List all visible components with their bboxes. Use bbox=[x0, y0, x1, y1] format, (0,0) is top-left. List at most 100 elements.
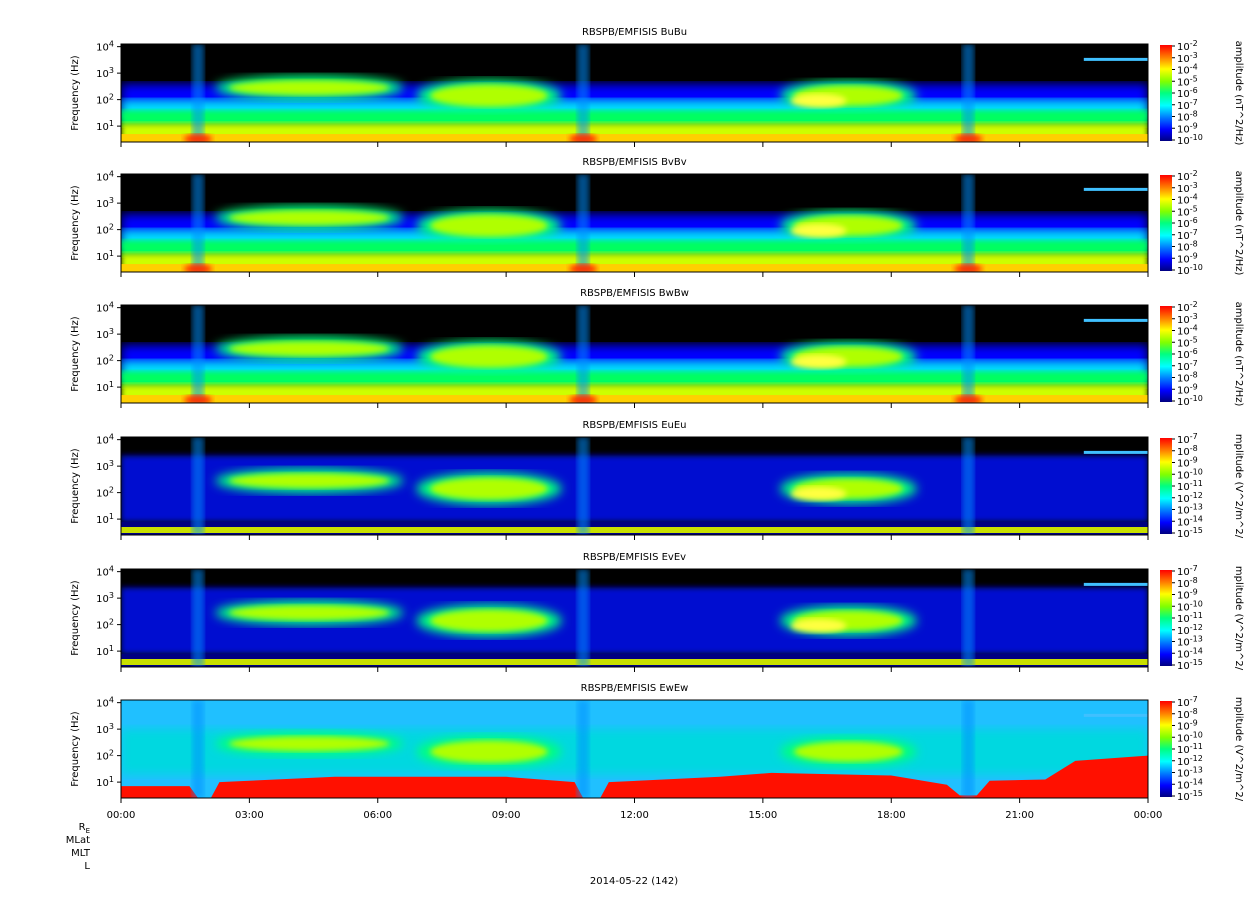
emission-core bbox=[430, 477, 548, 500]
ephemeris-label: L bbox=[84, 861, 90, 872]
y-axis-label: Frequency (Hz) bbox=[70, 580, 81, 656]
x-tick-label: 00:00 bbox=[1134, 810, 1163, 821]
colorbar-tick-label: 10-9 bbox=[1177, 121, 1198, 135]
colorbar-tick-label: 10-12 bbox=[1177, 491, 1203, 505]
x-tick-label: 09:00 bbox=[492, 810, 521, 821]
y-tick-label: 102 bbox=[96, 223, 114, 237]
colorbar bbox=[1160, 175, 1172, 271]
colorbar-tick-label: 10-6 bbox=[1177, 86, 1198, 100]
colorbar-tick-label: 10-5 bbox=[1177, 335, 1198, 349]
emission-core bbox=[430, 740, 548, 763]
panel-1: RBSPB/EMFISIS BuBu 101 102 103 104 Frequency … bbox=[70, 27, 1244, 147]
band-green bbox=[121, 110, 1148, 127]
perigee-spike bbox=[962, 700, 975, 798]
band-yellow-floor bbox=[121, 527, 1148, 533]
perigee-spike bbox=[192, 437, 205, 535]
emission-core bbox=[430, 84, 548, 107]
y-tick-label: 104 bbox=[96, 40, 114, 54]
colorbar-tick-label: 10-9 bbox=[1177, 251, 1198, 265]
colorbar-tick-label: 10-9 bbox=[1177, 588, 1198, 602]
y-tick-label: 101 bbox=[96, 119, 114, 133]
x-tick-label: 12:00 bbox=[620, 810, 649, 821]
x-tick-label: 21:00 bbox=[1005, 810, 1034, 821]
colorbar-tick-label: 10-6 bbox=[1177, 216, 1198, 230]
panel-2: RBSPB/EMFISIS BvBv 101 102 103 104 Frequency … bbox=[70, 157, 1244, 277]
panel-title: RBSPB/EMFISIS BvBv bbox=[582, 157, 686, 168]
panel-4: RBSPB/EMFISIS EuEu 101 102 103 104 Frequency … bbox=[70, 420, 1244, 540]
colorbar-tick-label: 10-7 bbox=[1177, 432, 1198, 446]
y-tick-label: 104 bbox=[96, 565, 114, 579]
spectrogram-image bbox=[121, 44, 1148, 142]
colorbar-tick-label: 10-10 bbox=[1177, 730, 1203, 744]
colorbar-tick-label: 10-4 bbox=[1177, 193, 1198, 207]
perigee-hotspot bbox=[184, 134, 213, 142]
y-tick-label: 103 bbox=[96, 459, 114, 473]
perigee-spike bbox=[192, 44, 205, 142]
colorbar-tick-label: 10-13 bbox=[1177, 503, 1203, 517]
emission-peak bbox=[790, 223, 847, 238]
spectrogram-image bbox=[121, 174, 1148, 272]
emission-core bbox=[229, 605, 390, 621]
colorbar-tick-label: 10-7 bbox=[1177, 695, 1198, 709]
emission-core bbox=[229, 341, 390, 357]
y-tick-label: 103 bbox=[96, 722, 114, 736]
colorbar-tick-label: 10-3 bbox=[1177, 181, 1198, 195]
colorbar-tick-label: 10-11 bbox=[1177, 479, 1203, 493]
colorbar-tick-label: 10-8 bbox=[1177, 707, 1198, 721]
band-red bbox=[121, 755, 1148, 798]
y-axis-label: Frequency (Hz) bbox=[70, 711, 81, 787]
colorbar bbox=[1160, 306, 1172, 402]
perigee-hotspot bbox=[569, 134, 598, 142]
panel-3: RBSPB/EMFISIS BwBw 101 102 103 104 Frequency … bbox=[70, 288, 1244, 408]
x-tick-label: 03:00 bbox=[235, 810, 264, 821]
perigee-spike bbox=[577, 437, 590, 535]
perigee-spike bbox=[577, 174, 590, 272]
emission-core bbox=[430, 609, 548, 632]
perigee-spike bbox=[192, 174, 205, 272]
y-tick-label: 101 bbox=[96, 512, 114, 526]
time-axis: 00:00 03:00 06:00 09:00 12:00 15:00 18:00 21:00… bbox=[107, 810, 1163, 821]
y-axis-label: Frequency (Hz) bbox=[70, 185, 81, 261]
colorbar-tick-label: 10-8 bbox=[1177, 444, 1198, 458]
panel-title: RBSPB/EMFISIS EvEv bbox=[583, 552, 686, 563]
y-tick-label: 104 bbox=[96, 301, 114, 315]
colorbar-tick-label: 10-7 bbox=[1177, 564, 1198, 578]
colorbar-label: amplitude (nT^2/Hz) bbox=[1233, 171, 1244, 276]
perigee-spike bbox=[962, 569, 975, 667]
colorbar bbox=[1160, 438, 1172, 534]
colorbar-tick-label: 10-10 bbox=[1177, 133, 1203, 147]
perigee-spike bbox=[962, 174, 975, 272]
perigee-spike bbox=[962, 305, 975, 403]
colorbar-tick-label: 10-9 bbox=[1177, 456, 1198, 470]
y-tick-label: 102 bbox=[96, 486, 114, 500]
colorbar-tick-label: 10-2 bbox=[1177, 169, 1198, 183]
band-green bbox=[121, 371, 1148, 388]
y-tick-label: 103 bbox=[96, 591, 114, 605]
y-tick-label: 102 bbox=[96, 93, 114, 107]
colorbar-tick-label: 10-6 bbox=[1177, 347, 1198, 361]
colorbar-tick-label: 10-8 bbox=[1177, 240, 1198, 254]
x-tick-label: 15:00 bbox=[748, 810, 777, 821]
colorbar-label: mplitude (V^2/m^2/ bbox=[1233, 434, 1244, 539]
colorbar-tick-label: 10-10 bbox=[1177, 394, 1203, 408]
colorbar-tick-label: 10-3 bbox=[1177, 312, 1198, 326]
colorbar bbox=[1160, 45, 1172, 141]
y-axis-label: Frequency (Hz) bbox=[70, 55, 81, 131]
hf-line bbox=[1083, 582, 1148, 586]
perigee-spike bbox=[962, 44, 975, 142]
date-label: 2014-05-22 (142) bbox=[590, 876, 678, 887]
perigee-spike bbox=[577, 569, 590, 667]
hf-line bbox=[1083, 318, 1148, 322]
perigee-hotspot bbox=[954, 395, 983, 403]
colorbar-label: amplitude (nT^2/Hz) bbox=[1233, 302, 1244, 407]
y-tick-label: 101 bbox=[96, 644, 114, 658]
y-tick-label: 103 bbox=[96, 66, 114, 80]
colorbar-tick-label: 10-15 bbox=[1177, 789, 1203, 803]
colorbar-tick-label: 10-11 bbox=[1177, 742, 1203, 756]
perigee-spike bbox=[577, 700, 590, 798]
colorbar-tick-label: 10-8 bbox=[1177, 371, 1198, 385]
perigee-hotspot bbox=[569, 264, 598, 272]
panel-title: RBSPB/EMFISIS EuEu bbox=[582, 420, 686, 431]
colorbar-tick-label: 10-5 bbox=[1177, 74, 1198, 88]
colorbar-tick-label: 10-3 bbox=[1177, 51, 1198, 65]
